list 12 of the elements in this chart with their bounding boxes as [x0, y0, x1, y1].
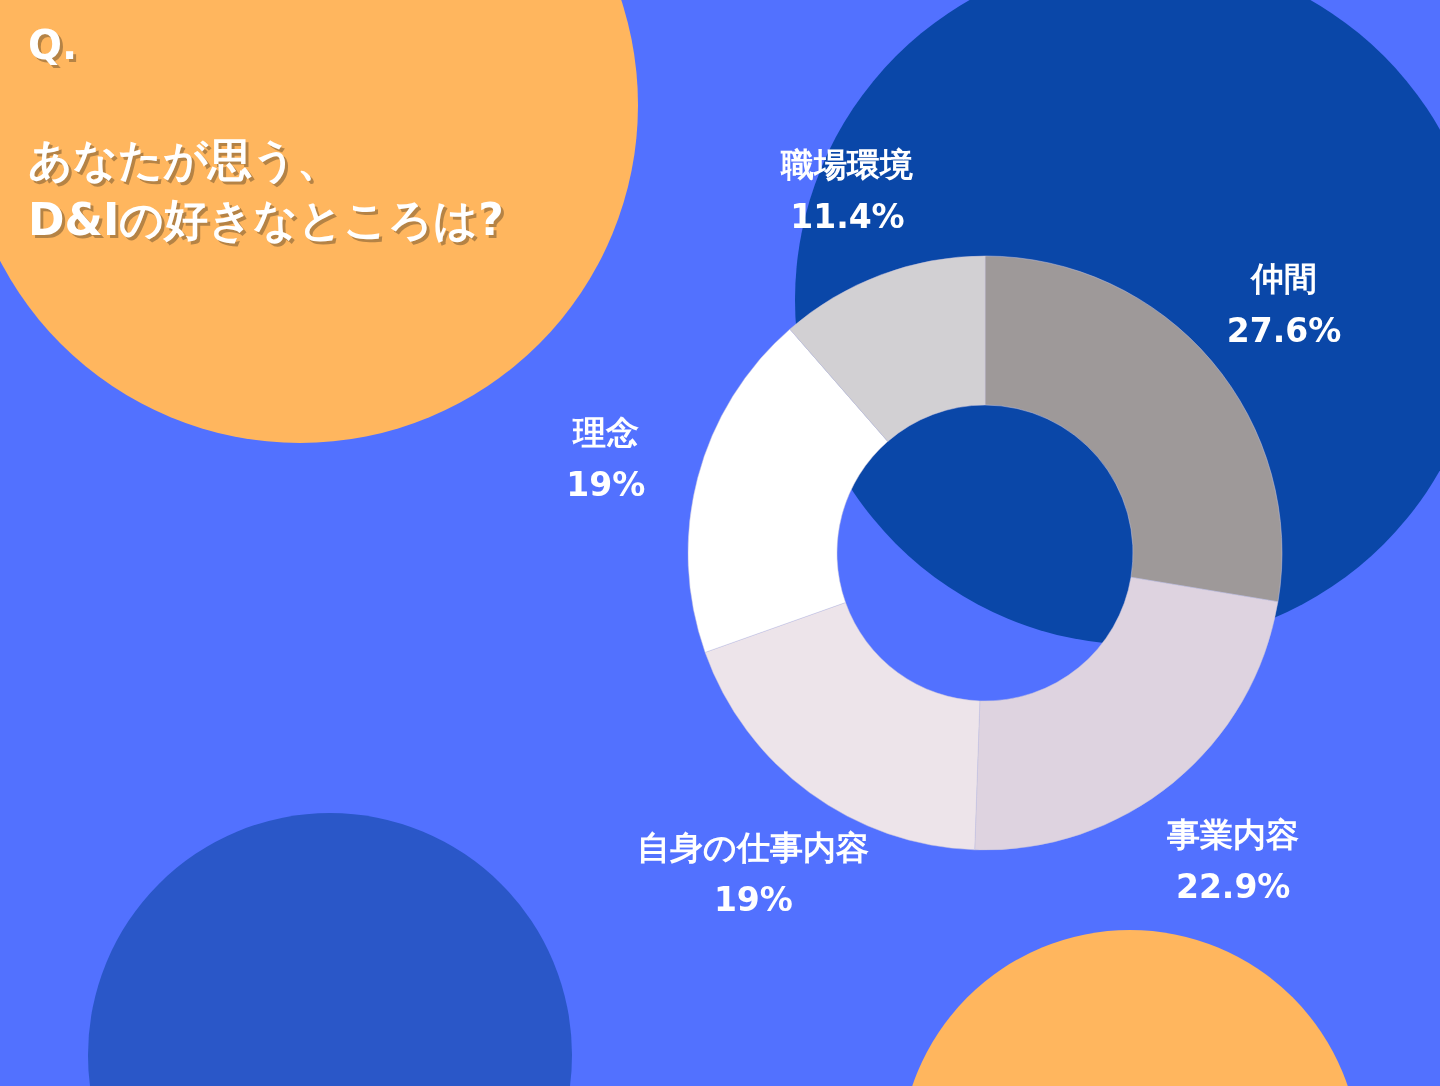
slice-label: 仲間	[1249, 258, 1318, 298]
data-label: 22.9%	[1175, 867, 1291, 907]
data-label: 19%	[566, 464, 646, 504]
data-label: 11.4%	[790, 196, 905, 236]
data-label: 19%	[713, 880, 793, 920]
slice-label: 自身の仕事内容	[637, 828, 870, 868]
data-label: 27.6%	[1226, 310, 1342, 350]
chart-subtitle: あなたが思う、D&Iの好きなところは?	[28, 133, 505, 247]
slice-label: 理念	[571, 412, 639, 452]
text: Q.	[28, 22, 78, 68]
slice-label: 事業内容	[1166, 815, 1300, 855]
slice-label: 職場環境	[780, 144, 914, 184]
